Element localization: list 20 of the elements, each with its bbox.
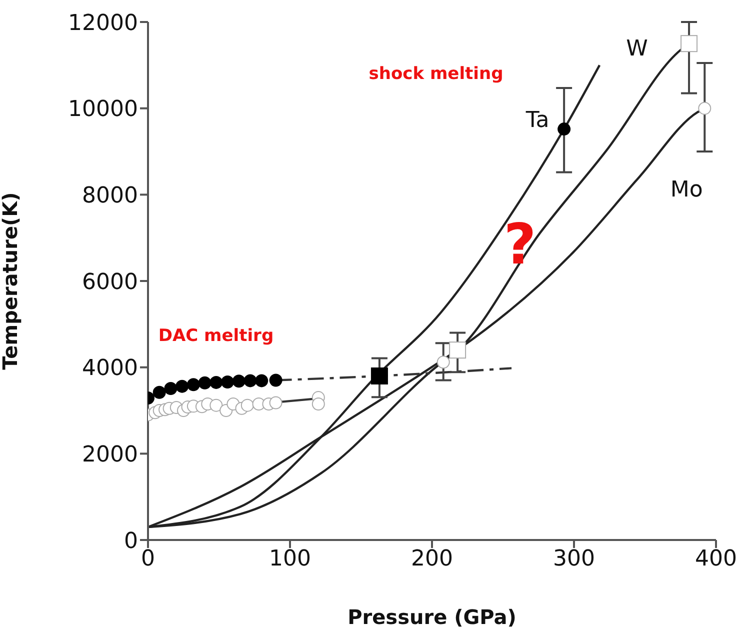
y-tick-label: 4000 <box>82 356 138 382</box>
series-label: W <box>626 36 648 62</box>
y-tick-label: 10000 <box>68 97 138 122</box>
y-tick-label: 8000 <box>82 183 138 208</box>
series-label: Ta <box>524 108 550 134</box>
y-tick-label: 0 <box>124 528 138 554</box>
annotation: shock melting <box>368 64 504 84</box>
x-axis-title: Pressure (GPa) <box>348 605 516 629</box>
x-tick-label: 0 <box>141 546 155 572</box>
annotation: ? <box>504 212 536 278</box>
y-tick-label: 2000 <box>82 442 138 468</box>
annotation: DAC meltirg <box>158 326 274 346</box>
series-label: Mo <box>670 177 703 202</box>
y-axis-title: Temperature(K) <box>0 192 22 370</box>
x-tick-label: 300 <box>553 546 595 572</box>
x-tick-label: 400 <box>695 546 737 572</box>
x-tick-label: 200 <box>411 546 453 572</box>
y-tick-label: 6000 <box>82 270 138 295</box>
x-tick-label: 100 <box>269 546 311 572</box>
y-tick-label: 12000 <box>68 10 138 36</box>
